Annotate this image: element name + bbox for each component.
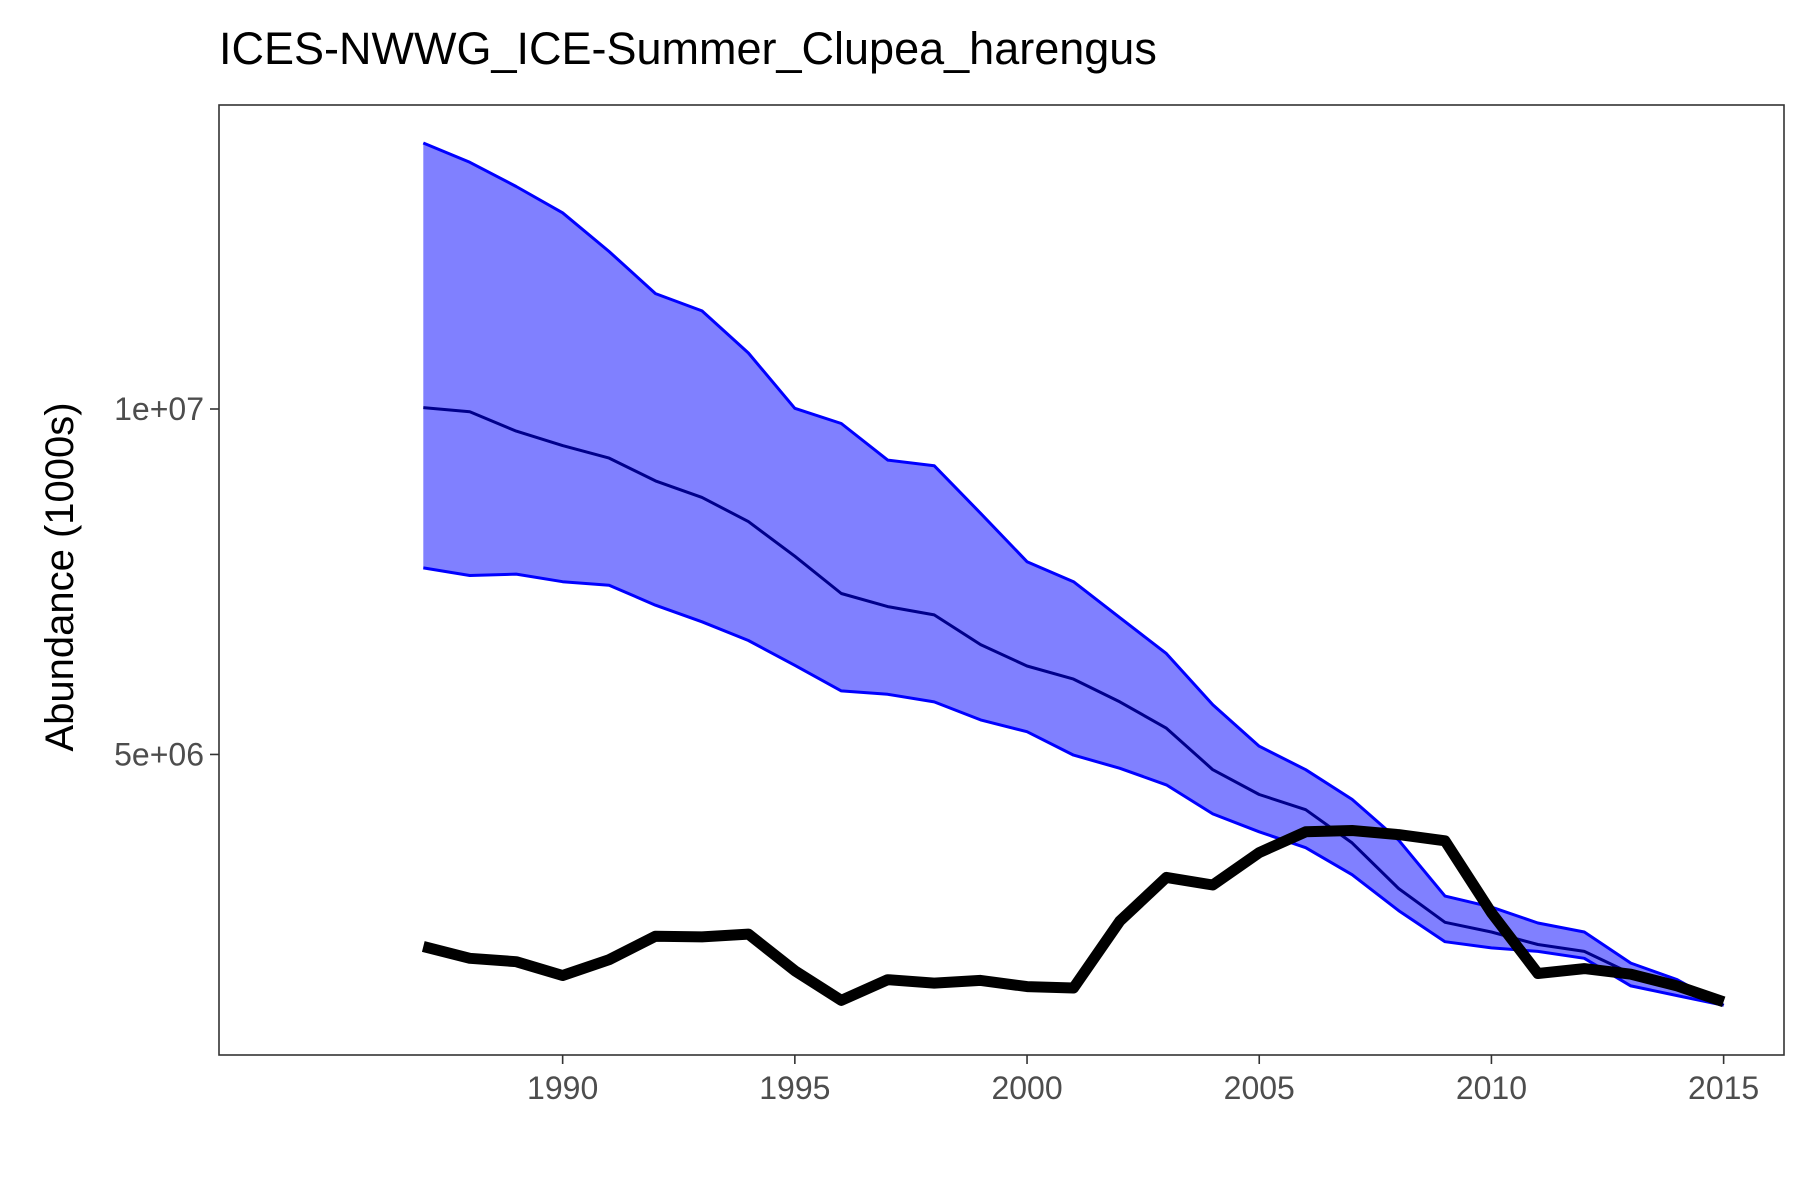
x-tick-label: 2010 (1456, 1070, 1527, 1106)
band-lower-line (423, 566, 1724, 1007)
y-axis-label: Abundance (1000s) (38, 402, 82, 751)
x-tick-label: 2015 (1688, 1070, 1759, 1106)
y-tick-label: 1e+07 (114, 391, 204, 427)
x-tick-label: 1995 (759, 1070, 830, 1106)
x-tick-label: 2000 (991, 1070, 1062, 1106)
confidence-band (423, 143, 1724, 1006)
y-axis: 5e+06 1e+07 (114, 391, 219, 772)
chart-title: ICES-NWWG_ICE-Summer_Clupea_harengus (219, 23, 1157, 74)
band-upper-line (422, 141, 1725, 1007)
x-tick-label: 1990 (527, 1070, 598, 1106)
x-axis: 1990 1995 2000 2005 2010 2015 (527, 1055, 1759, 1106)
y-tick-label: 5e+06 (114, 736, 204, 772)
x-tick-label: 2005 (1224, 1070, 1295, 1106)
observed-line (421, 825, 1726, 1008)
plot-panel-border (218, 104, 1785, 1056)
